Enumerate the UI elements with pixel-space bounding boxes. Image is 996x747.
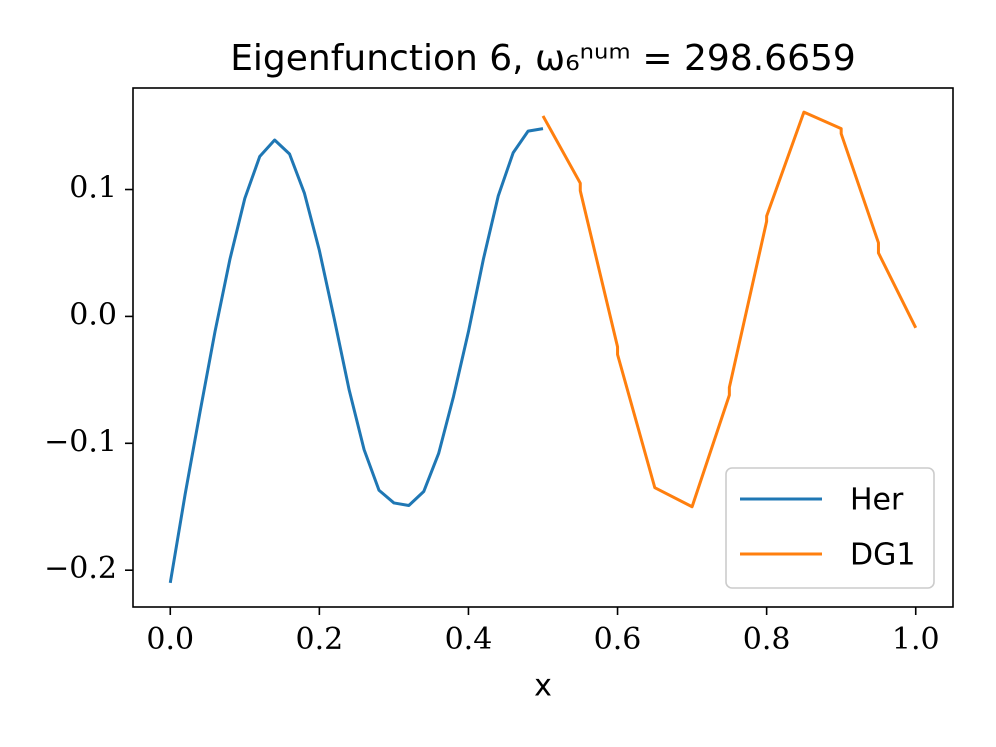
chart-title: Eigenfunction 6, ω₆ⁿᵘᵐ = 298.6659 [230, 38, 856, 79]
plot-frame [132, 87, 954, 608]
x-tick-label: 0.8 [743, 622, 791, 657]
legend-label: DG1 [850, 538, 915, 573]
y-tick-label: −0.2 [44, 551, 117, 586]
y-tick-label: 0.1 [69, 171, 117, 206]
x-tick-label: 0.0 [146, 622, 194, 657]
x-axis-label: x [534, 669, 552, 704]
x-tick-label: 0.2 [296, 622, 344, 657]
series-line [168, 127, 544, 584]
x-tick-label: 0.4 [445, 622, 493, 657]
x-tick-label: 1.0 [892, 622, 940, 657]
series-line [541, 110, 918, 509]
y-tick-label: −0.1 [44, 424, 117, 459]
y-tick-label: 0.0 [69, 297, 117, 332]
x-tick-label: 0.6 [594, 622, 642, 657]
legend-label: Her [850, 483, 904, 518]
